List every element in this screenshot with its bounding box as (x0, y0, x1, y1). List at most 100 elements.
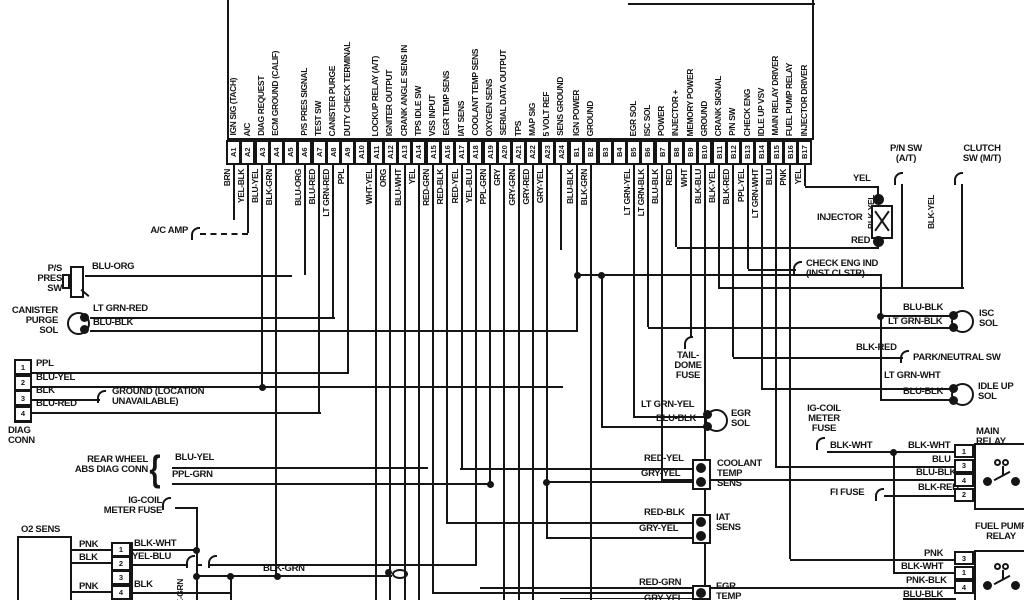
ecm-pin-A19: A19 (482, 140, 498, 165)
ecm-pin-number: A19 (485, 145, 495, 160)
abs-brace-icon: { (149, 448, 161, 489)
ecm-pin-number: A1 (229, 147, 238, 158)
wire-vertical-A23 (546, 163, 548, 537)
wire-segment (884, 495, 956, 497)
ecm-pin-B13: B13 (740, 140, 755, 165)
fp-relay-contact-dot (983, 581, 992, 590)
wire-vertical-B7 (661, 163, 663, 479)
pin-wire-color-label-B9: WHT (678, 169, 689, 188)
o2-box-right (70, 536, 72, 600)
wire-segment (546, 537, 694, 539)
wire-segment (546, 481, 694, 483)
isc-sol-label: ISC SOL (979, 308, 998, 329)
coolant-wire1-label: RED-YEL (644, 453, 684, 464)
canister-purge-sol-label: CANISTER PURGE SOL (11, 305, 58, 336)
main-relay-pin-1: 1 (954, 444, 974, 458)
ecm-pin-number: A17 (457, 145, 466, 160)
ecm-pin-B9: B9 (683, 140, 698, 165)
fp-relay-contact-dot (1011, 581, 1020, 590)
wire-segment (790, 559, 956, 561)
o2-conn-pin-4: 4 (111, 584, 131, 600)
connector-hook-icon (793, 261, 802, 274)
wire-segment (661, 479, 956, 481)
wire-vertical-B16 (789, 163, 792, 559)
fi-fuse-label: FI FUSE (830, 487, 865, 498)
wire-segment (733, 357, 903, 359)
pin-wire-color-label-A23: GRY-YEL (535, 169, 545, 204)
wire-vertical-A2 (246, 163, 249, 233)
ecm-pin-number: A14 (414, 145, 424, 160)
pin-function-label-A6: P/S PRES SIGNAL (298, 68, 309, 136)
isc-sol-terminal (949, 323, 958, 332)
wire-segment (805, 186, 879, 188)
egr-temp-sens-label: EGR TEMP (716, 582, 742, 600)
pin-wire-color-label-A3: BLU-YEL (250, 169, 260, 204)
abs-diag-conn-label: REAR WHEEL ABS DIAG CONN (74, 454, 148, 475)
pin-wire-color-label-A12: ORG (378, 169, 389, 188)
wire-segment (72, 591, 112, 593)
ecm-pin-number: B14 (757, 145, 767, 160)
wire-segment (175, 507, 197, 509)
junction-dot (192, 572, 200, 580)
pin-function-label-A18: COOLANT TEMP SENS (469, 49, 480, 136)
canister-wire2-label: BLU-BLK (93, 317, 134, 328)
wire-vertical-A9 (346, 163, 349, 372)
ps-pres-sw-nub (62, 274, 70, 289)
wire-segment (172, 467, 428, 469)
ecm-pin-B10: B10 (697, 140, 713, 165)
ecm-pin-number: A13 (400, 145, 409, 160)
canister-sol-terminal (80, 313, 89, 322)
ecm-pin-A13: A13 (397, 140, 412, 165)
wire-vertical-A1 (232, 163, 235, 220)
ecm-pin-A7: A7 (311, 140, 327, 165)
ecm-pin-B11: B11 (711, 140, 727, 165)
wire-segment (90, 330, 578, 332)
main-relay-contact-dot (1011, 477, 1020, 486)
diag-conn-pin-3: 3 (14, 390, 32, 406)
pin-function-label-A17: IAT SENS (455, 100, 466, 136)
egr-sol-terminal (703, 410, 712, 419)
wire-vertical-B15 (775, 163, 777, 466)
pin-wire-color-label-B6: LT GRN-BLK (635, 169, 646, 217)
pin-wire-color-label-A13: BLU-WHT (392, 169, 403, 206)
o2-conn-pin-2: 2 (111, 556, 131, 572)
diag-conn-pin-1: 1 (14, 359, 32, 375)
junction-dot (876, 312, 884, 320)
ecm-pin-B3: B3 (597, 140, 613, 165)
connector-hook-icon (875, 488, 884, 501)
connector-loop-icon (392, 569, 408, 579)
junction-dot (273, 572, 281, 580)
ecm-pin-number: B12 (728, 145, 738, 160)
pin-wire-color-label-A20: GRY (492, 169, 503, 186)
wire-segment (761, 388, 952, 390)
ecm-pin-number: A11 (371, 145, 381, 160)
iat-sens-label: IAT SENS (716, 512, 741, 533)
ecm-pin-A24: A24 (553, 140, 569, 165)
wire-segment (901, 184, 903, 289)
wire-vertical-A20 (503, 163, 506, 600)
isc-sol-terminal (949, 311, 958, 320)
fp-relay-link (1002, 570, 1004, 580)
wire-segment (775, 466, 956, 468)
pin-wire-color-label-B8: RED (664, 169, 675, 186)
ecm-pin-number: A8 (328, 147, 338, 158)
wire-vertical-A15 (432, 163, 434, 592)
ecm-pin-A12: A12 (382, 140, 398, 165)
wire-segment (633, 416, 707, 418)
pin-wire-color-label-B2: BLK-GRN (578, 169, 589, 206)
iat-wire2-label: GRY-YEL (639, 523, 679, 534)
pin-wire-color-label-B13: PPL-YEL (735, 169, 746, 203)
wire-segment (172, 483, 491, 485)
pin-wire-color-label-A21: GRY-GRN (506, 169, 517, 206)
ecm-pin-A16: A16 (439, 140, 455, 165)
ecm-pin-B1: B1 (569, 140, 584, 165)
ps-pres-sw-symbol (70, 266, 84, 298)
pin-function-label-A14: TPS IDLE SW (412, 86, 423, 136)
ecm-pin-number: A6 (300, 147, 310, 158)
wire-segment (601, 274, 603, 428)
tail-dome-fuse-label: TAIL- DOME FUSE (674, 350, 702, 381)
o2-pin1-left-wire: PNK (79, 539, 99, 550)
main-relay-pin-3: 3 (954, 458, 974, 473)
wire-vertical-A8 (332, 163, 335, 317)
ecm-pin-B6: B6 (640, 140, 656, 165)
